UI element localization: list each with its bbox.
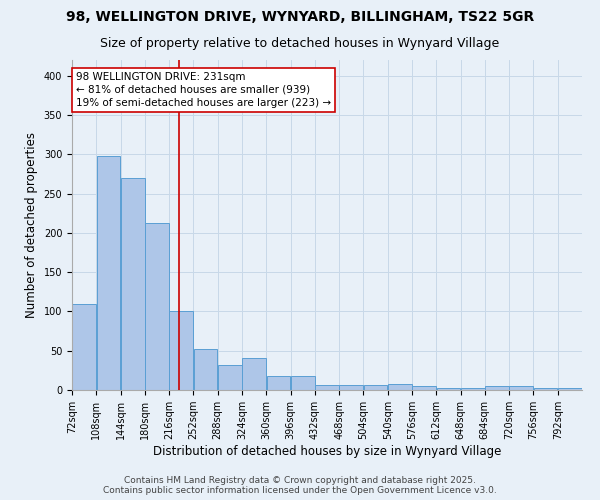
Bar — [121, 178, 145, 390]
Bar — [364, 386, 388, 390]
Bar — [437, 388, 460, 390]
Bar — [169, 310, 193, 390]
Bar — [388, 384, 412, 390]
X-axis label: Distribution of detached houses by size in Wynyard Village: Distribution of detached houses by size … — [153, 445, 501, 458]
Bar — [340, 384, 363, 390]
Bar — [218, 365, 242, 390]
Y-axis label: Number of detached properties: Number of detached properties — [25, 132, 38, 318]
Bar — [145, 222, 169, 390]
Bar — [291, 376, 314, 390]
Bar — [315, 384, 339, 390]
Bar — [534, 388, 557, 390]
Bar — [266, 376, 290, 390]
Bar — [485, 386, 509, 390]
Bar — [509, 386, 533, 390]
Bar — [558, 388, 581, 390]
Bar — [242, 358, 266, 390]
Text: 98 WELLINGTON DRIVE: 231sqm
← 81% of detached houses are smaller (939)
19% of se: 98 WELLINGTON DRIVE: 231sqm ← 81% of det… — [76, 72, 331, 108]
Bar — [73, 304, 96, 390]
Bar — [461, 388, 485, 390]
Bar — [194, 349, 217, 390]
Text: Contains HM Land Registry data © Crown copyright and database right 2025.
Contai: Contains HM Land Registry data © Crown c… — [103, 476, 497, 495]
Text: 98, WELLINGTON DRIVE, WYNYARD, BILLINGHAM, TS22 5GR: 98, WELLINGTON DRIVE, WYNYARD, BILLINGHA… — [66, 10, 534, 24]
Bar — [97, 156, 120, 390]
Text: Size of property relative to detached houses in Wynyard Village: Size of property relative to detached ho… — [100, 38, 500, 51]
Bar — [412, 386, 436, 390]
